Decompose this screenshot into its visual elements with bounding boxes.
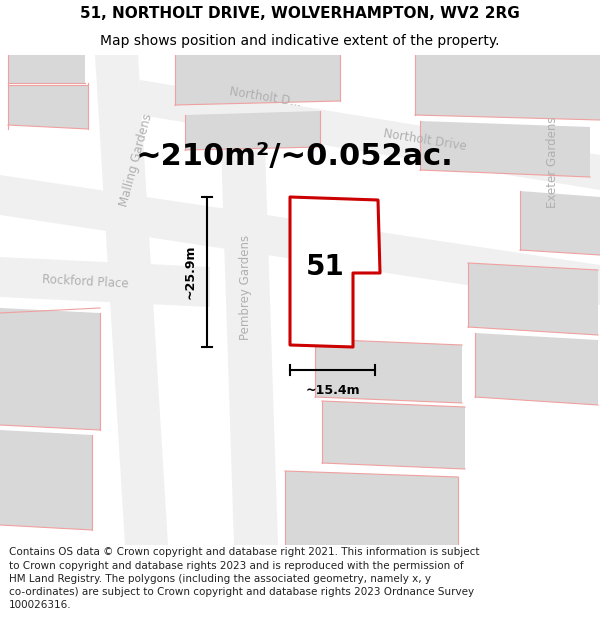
Text: ~25.9m: ~25.9m: [184, 245, 197, 299]
Text: 51, NORTHOLT DRIVE, WOLVERHAMPTON, WV2 2RG: 51, NORTHOLT DRIVE, WOLVERHAMPTON, WV2 2…: [80, 6, 520, 21]
Text: ~15.4m: ~15.4m: [305, 384, 360, 397]
Text: Pembrey Gardens: Pembrey Gardens: [239, 234, 251, 339]
Polygon shape: [8, 55, 85, 83]
Polygon shape: [0, 257, 210, 307]
Polygon shape: [285, 471, 458, 545]
Text: Exeter Gardens: Exeter Gardens: [547, 116, 560, 208]
Text: Northolt D...: Northolt D...: [228, 85, 302, 109]
Text: Rockford Place: Rockford Place: [41, 273, 128, 291]
Text: Map shows position and indicative extent of the property.: Map shows position and indicative extent…: [100, 34, 500, 48]
Text: Malling Gardens: Malling Gardens: [118, 112, 155, 208]
Polygon shape: [175, 55, 340, 105]
Polygon shape: [185, 111, 320, 150]
Polygon shape: [315, 339, 462, 403]
Polygon shape: [0, 430, 92, 530]
Text: Northolt Drive: Northolt Drive: [383, 127, 467, 153]
Polygon shape: [218, 55, 278, 545]
Polygon shape: [0, 175, 600, 305]
Text: 51: 51: [305, 253, 344, 281]
Polygon shape: [420, 121, 590, 177]
Polygon shape: [322, 401, 465, 469]
Polygon shape: [0, 308, 100, 430]
Text: ~210m²/~0.052ac.: ~210m²/~0.052ac.: [136, 142, 454, 171]
Polygon shape: [8, 85, 88, 129]
Polygon shape: [290, 197, 380, 347]
Text: Contains OS data © Crown copyright and database right 2021. This information is : Contains OS data © Crown copyright and d…: [9, 548, 479, 610]
Polygon shape: [468, 263, 598, 335]
Polygon shape: [415, 55, 600, 120]
Polygon shape: [475, 333, 598, 405]
Polygon shape: [140, 80, 600, 190]
Polygon shape: [95, 55, 168, 545]
Polygon shape: [520, 191, 600, 255]
